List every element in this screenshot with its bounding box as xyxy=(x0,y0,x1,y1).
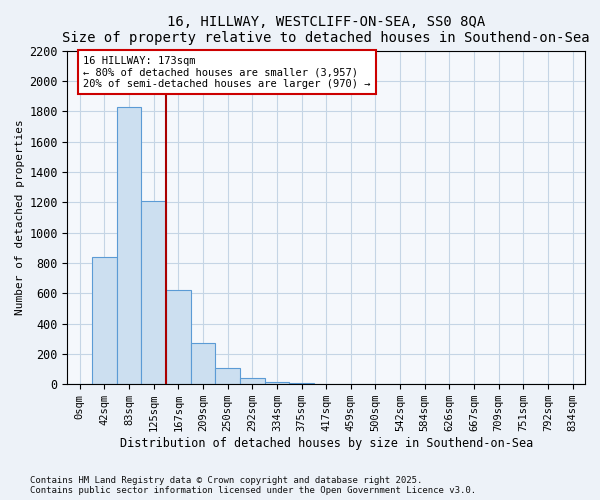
Bar xyxy=(191,344,215,384)
Bar xyxy=(215,368,240,384)
Bar xyxy=(116,106,142,384)
Bar xyxy=(142,200,166,384)
Bar xyxy=(265,382,289,384)
Bar xyxy=(166,290,191,384)
Bar xyxy=(92,257,116,384)
Text: Contains HM Land Registry data © Crown copyright and database right 2025.
Contai: Contains HM Land Registry data © Crown c… xyxy=(30,476,476,495)
Bar xyxy=(240,378,265,384)
Title: 16, HILLWAY, WESTCLIFF-ON-SEA, SS0 8QA
Size of property relative to detached hou: 16, HILLWAY, WESTCLIFF-ON-SEA, SS0 8QA S… xyxy=(62,15,590,45)
Y-axis label: Number of detached properties: Number of detached properties xyxy=(15,120,25,316)
X-axis label: Distribution of detached houses by size in Southend-on-Sea: Distribution of detached houses by size … xyxy=(119,437,533,450)
Text: 16 HILLWAY: 173sqm
← 80% of detached houses are smaller (3,957)
20% of semi-deta: 16 HILLWAY: 173sqm ← 80% of detached hou… xyxy=(83,56,370,88)
